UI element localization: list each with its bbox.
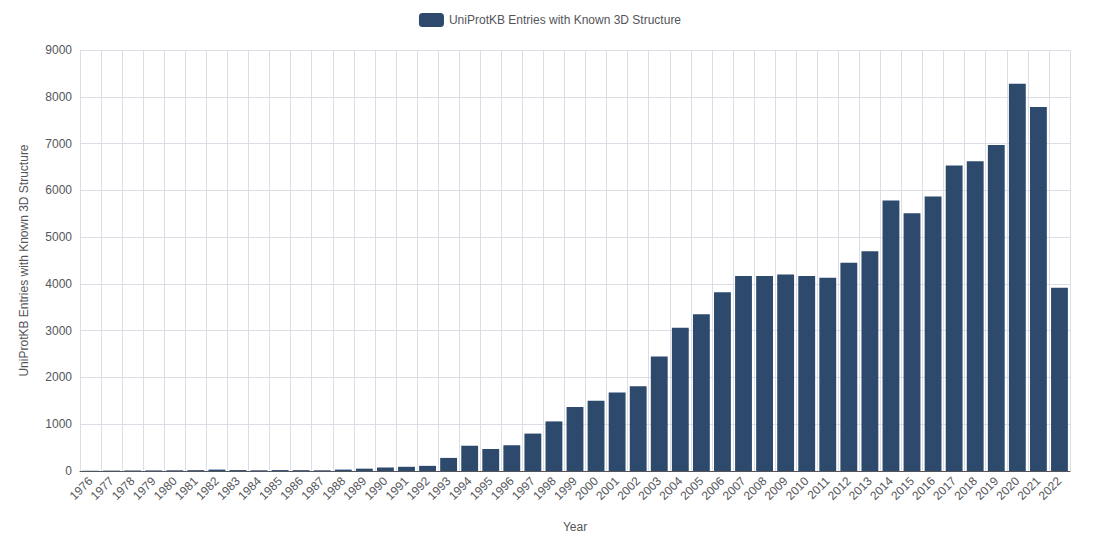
svg-text:1996: 1996: [488, 474, 517, 503]
svg-text:2004: 2004: [656, 474, 686, 503]
svg-text:8000: 8000: [45, 90, 72, 104]
svg-text:2000: 2000: [572, 474, 601, 503]
svg-text:2013: 2013: [846, 474, 875, 503]
svg-text:5000: 5000: [45, 230, 72, 244]
svg-text:1995: 1995: [466, 474, 496, 503]
svg-text:1981: 1981: [172, 474, 201, 503]
svg-text:4000: 4000: [45, 277, 72, 291]
svg-text:1984: 1984: [235, 474, 264, 503]
svg-text:7000: 7000: [45, 137, 72, 151]
svg-text:2014: 2014: [867, 474, 896, 503]
svg-text:1980: 1980: [151, 474, 180, 503]
svg-text:2006: 2006: [698, 474, 728, 503]
svg-text:2012: 2012: [825, 474, 854, 503]
svg-text:1997: 1997: [509, 474, 538, 503]
svg-text:1986: 1986: [277, 474, 307, 503]
svg-text:9000: 9000: [45, 43, 72, 57]
svg-text:1982: 1982: [193, 474, 222, 503]
svg-text:2015: 2015: [888, 474, 917, 503]
svg-text:2020: 2020: [993, 474, 1023, 503]
svg-text:1987: 1987: [298, 474, 328, 503]
svg-text:2008: 2008: [740, 474, 770, 503]
svg-text:2019: 2019: [972, 474, 1002, 503]
svg-text:2011: 2011: [804, 474, 833, 503]
svg-text:1998: 1998: [530, 474, 559, 503]
svg-text:1985: 1985: [256, 474, 286, 503]
svg-text:1977: 1977: [87, 474, 117, 503]
svg-text:1991: 1991: [382, 474, 412, 503]
svg-text:1999: 1999: [551, 474, 580, 503]
svg-text:1992: 1992: [403, 474, 433, 503]
svg-text:2010: 2010: [782, 474, 812, 503]
svg-text:0: 0: [65, 464, 72, 478]
svg-text:3000: 3000: [45, 324, 72, 338]
svg-text:1994: 1994: [445, 474, 475, 503]
svg-text:2003: 2003: [635, 474, 665, 503]
svg-text:2018: 2018: [951, 474, 981, 503]
svg-text:2007: 2007: [719, 474, 749, 503]
svg-text:1990: 1990: [361, 474, 391, 503]
svg-text:2005: 2005: [677, 474, 707, 503]
svg-text:1976: 1976: [66, 474, 96, 503]
svg-text:6000: 6000: [45, 183, 72, 197]
svg-text:1989: 1989: [340, 474, 370, 503]
svg-text:2022: 2022: [1036, 474, 1065, 503]
svg-text:Year: Year: [563, 520, 587, 534]
svg-text:1978: 1978: [108, 474, 138, 503]
svg-text:UniProtKB Entries with Known 3: UniProtKB Entries with Known 3D Structur…: [449, 13, 681, 27]
svg-text:2017: 2017: [930, 474, 960, 503]
svg-text:1983: 1983: [214, 474, 243, 503]
svg-text:1993: 1993: [424, 474, 454, 503]
svg-text:1988: 1988: [319, 474, 349, 503]
svg-text:UniProtKB Entries with Known 3: UniProtKB Entries with Known 3D Structur…: [17, 144, 31, 376]
svg-text:2021: 2021: [1014, 474, 1044, 503]
svg-text:2016: 2016: [909, 474, 938, 503]
svg-text:2002: 2002: [614, 474, 644, 503]
svg-text:1000: 1000: [45, 417, 72, 431]
svg-text:2000: 2000: [45, 370, 72, 384]
svg-text:2001: 2001: [593, 474, 623, 503]
svg-text:1979: 1979: [129, 474, 159, 503]
svg-text:2009: 2009: [761, 474, 791, 503]
